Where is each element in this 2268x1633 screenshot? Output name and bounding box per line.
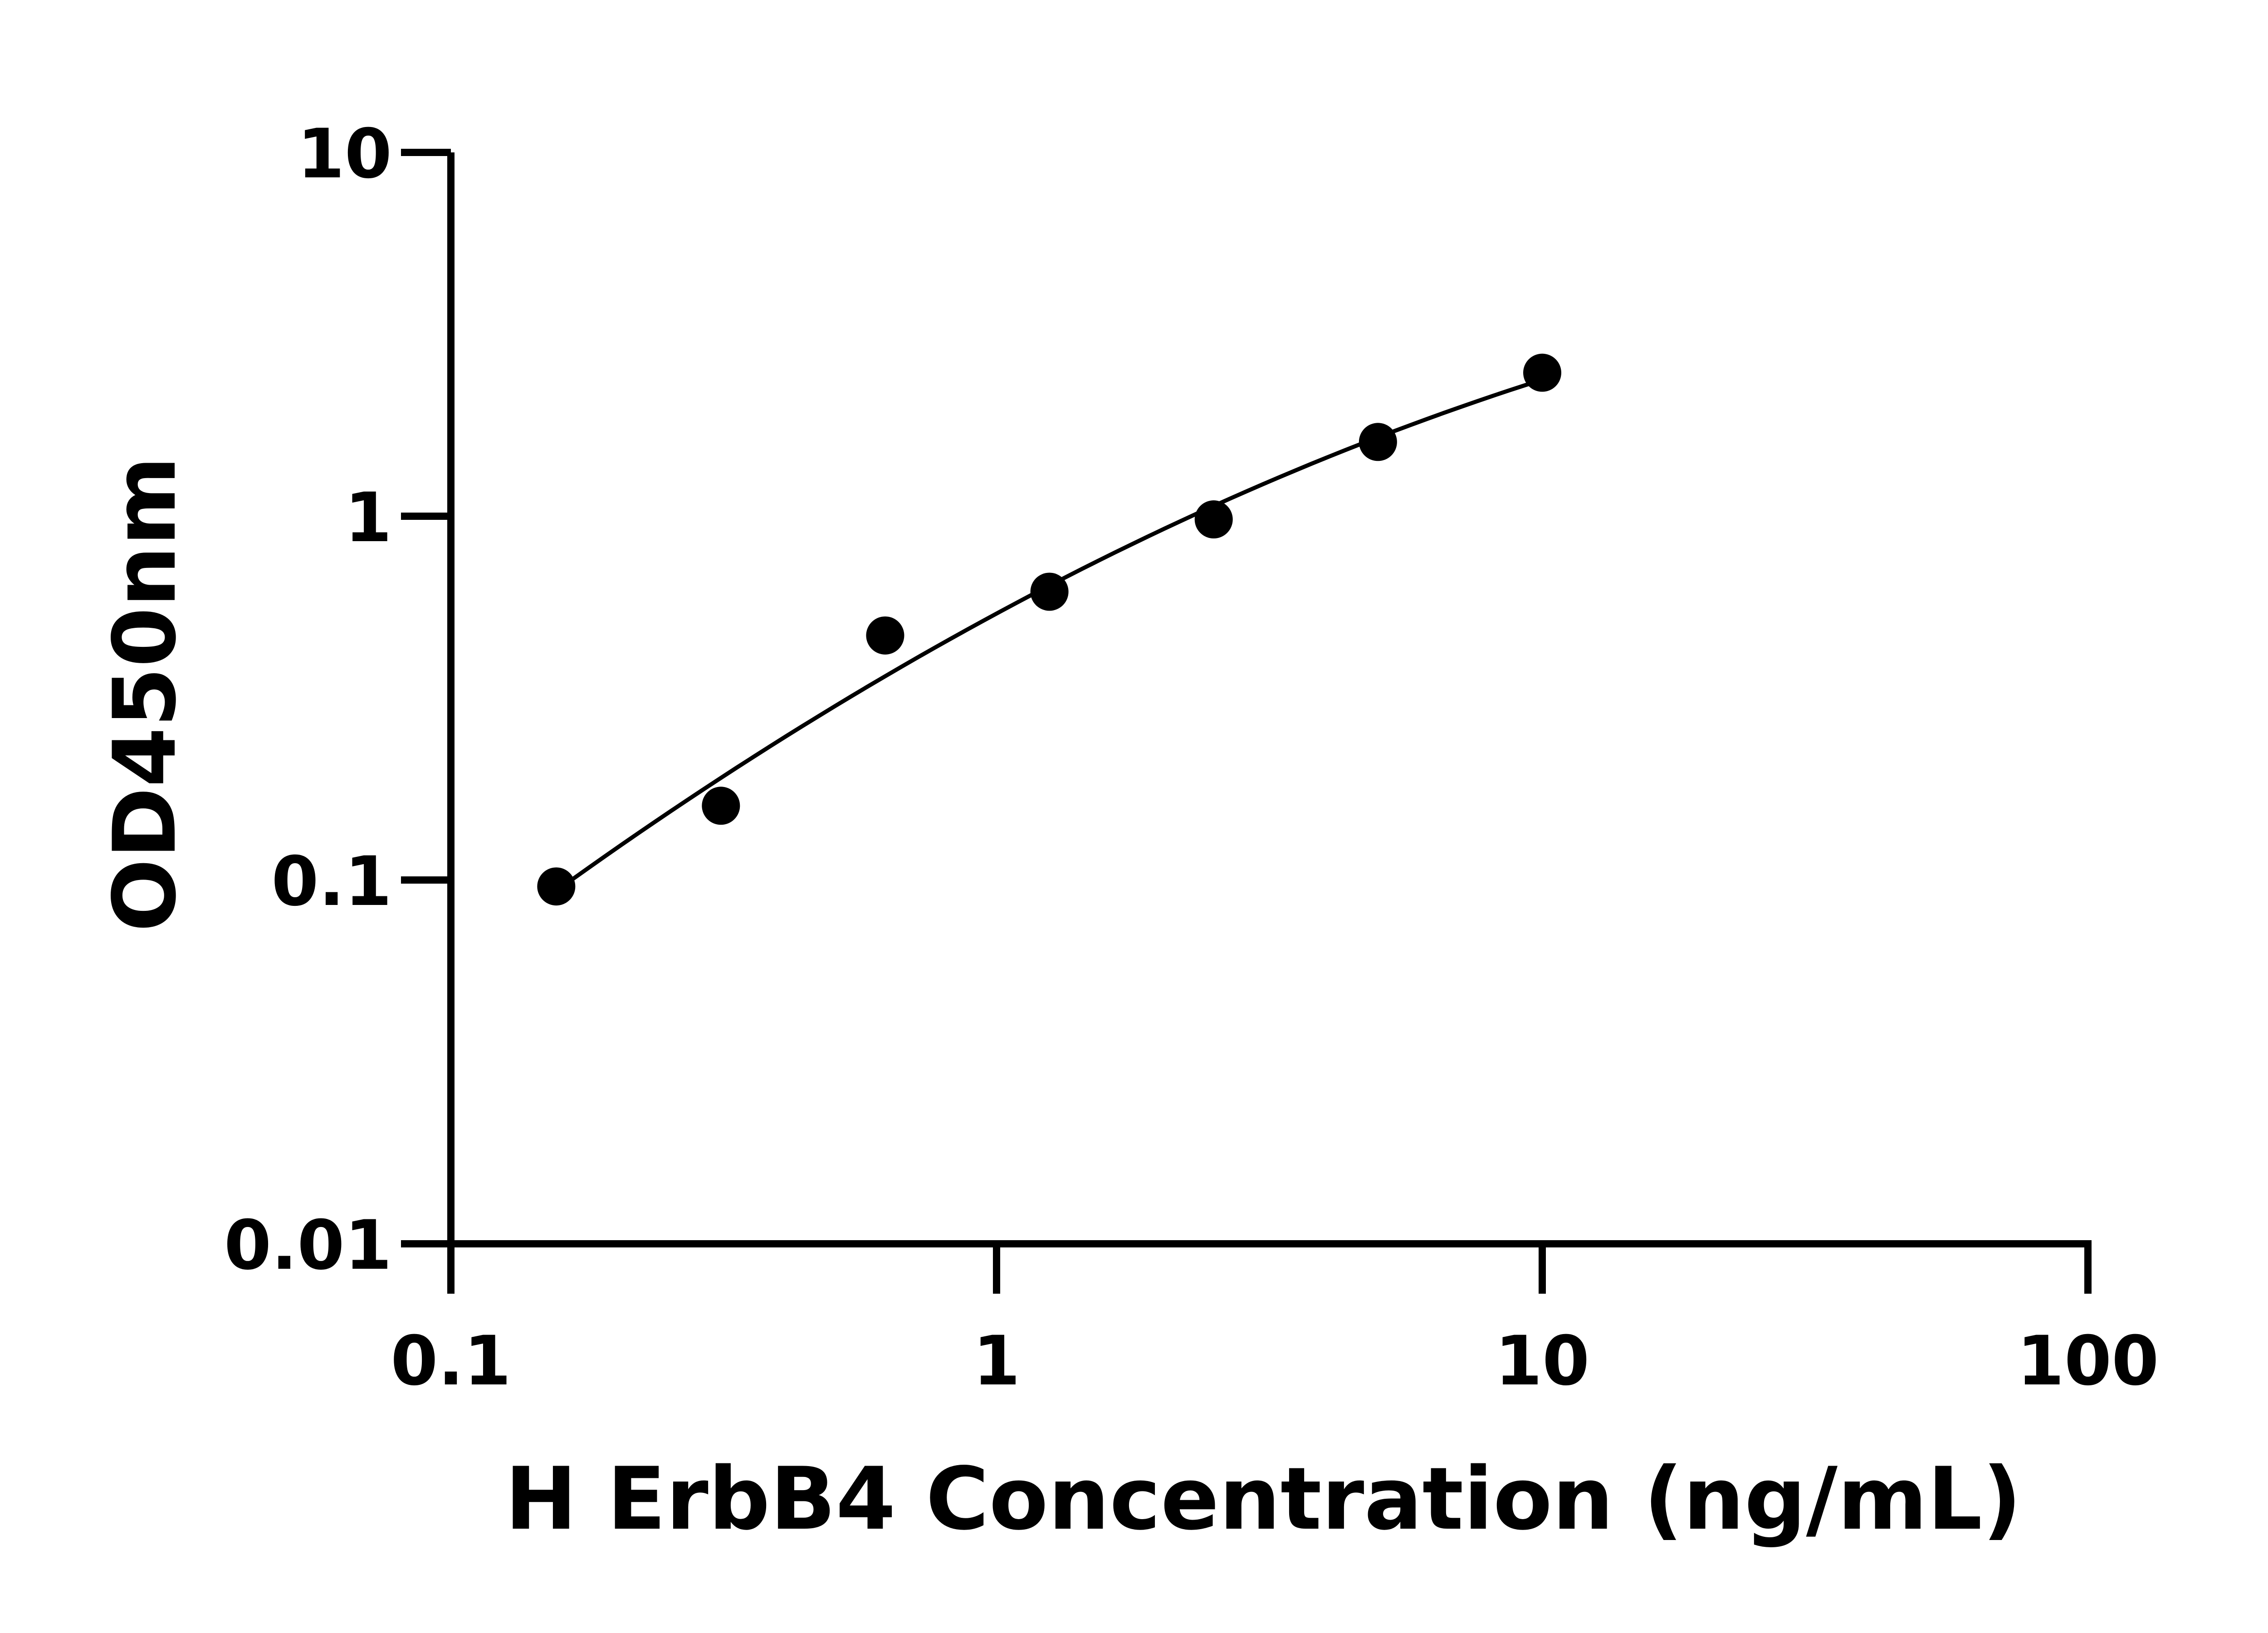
x-tick-label: 10 <box>1495 1322 1590 1401</box>
tick-labels: 0.1 1 10 100 0.01 0.1 1 10 <box>224 115 2159 1401</box>
x-tick-label: 0.1 <box>391 1322 511 1401</box>
y-axis-label: OD450nm <box>95 456 195 932</box>
data-point <box>866 616 904 655</box>
x-tick-label: 1 <box>973 1322 1020 1401</box>
data-point <box>1523 353 1561 392</box>
y-tick-label: 1 <box>345 479 392 557</box>
x-tick-label: 100 <box>2017 1322 2159 1401</box>
y-tick-label: 10 <box>297 115 392 194</box>
data-point <box>1030 572 1069 611</box>
axes <box>401 149 2092 1294</box>
y-tick-label: 0.1 <box>271 842 392 921</box>
data-point <box>1359 423 1397 461</box>
data-point <box>702 787 740 825</box>
data-point <box>537 867 576 906</box>
y-tick-label: 0.01 <box>224 1206 392 1285</box>
data-point <box>1194 500 1233 539</box>
x-axis-label: H ErbB4 Concentration (ng/mL) <box>505 1449 2022 1549</box>
data-series <box>537 353 1561 906</box>
